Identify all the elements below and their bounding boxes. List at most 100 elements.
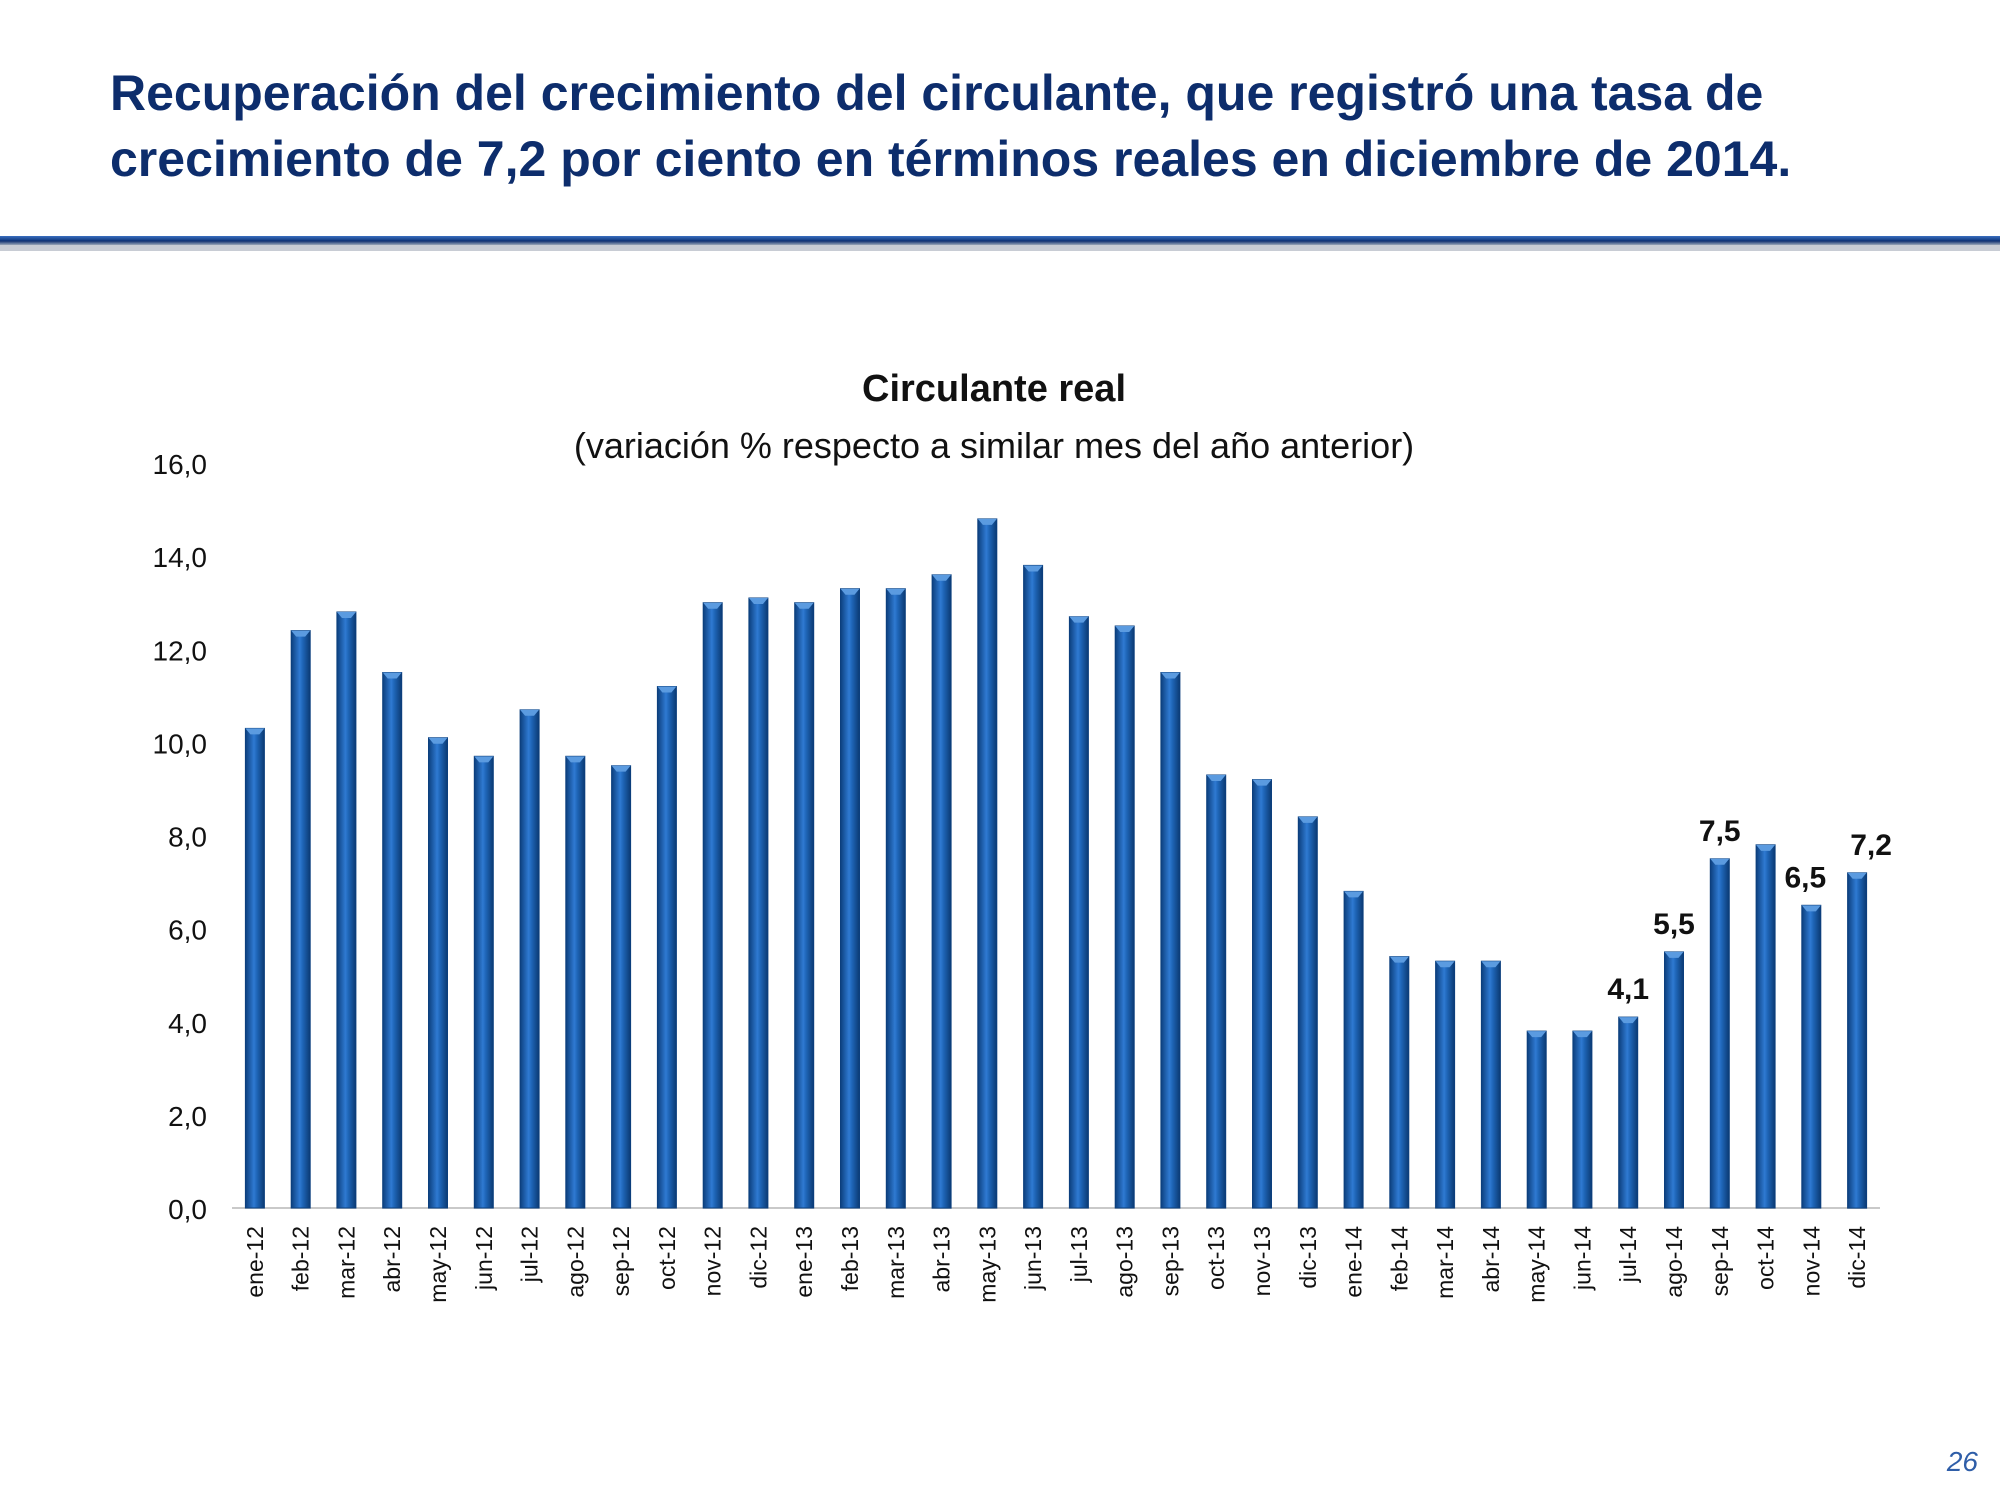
x-tick-label: feb-12 bbox=[288, 1226, 314, 1291]
y-tick-label: 6,0 bbox=[168, 915, 207, 946]
bar-top-bevel bbox=[1252, 779, 1272, 786]
x-tick-label: jul-14 bbox=[1615, 1226, 1641, 1283]
bar-top-bevel bbox=[657, 686, 677, 693]
bar-top-bevel bbox=[703, 602, 723, 609]
bar-top-bevel bbox=[886, 588, 906, 595]
bar-top-bevel bbox=[1572, 1031, 1592, 1038]
x-tick-label: abr-14 bbox=[1478, 1226, 1504, 1293]
bar-group bbox=[1068, 616, 1089, 1209]
chart-title: Circulante real bbox=[862, 368, 1126, 410]
bar bbox=[1847, 872, 1868, 1209]
bar bbox=[931, 574, 952, 1209]
bar-top-bevel bbox=[245, 728, 265, 735]
x-tick-label: feb-14 bbox=[1386, 1226, 1412, 1291]
x-tick-label: sep-13 bbox=[1157, 1226, 1183, 1296]
x-tick-label: dic-13 bbox=[1295, 1226, 1321, 1289]
bar-group bbox=[1618, 1016, 1639, 1209]
bar-top-bevel bbox=[1160, 672, 1180, 679]
bar-group bbox=[656, 686, 677, 1209]
bar-top-bevel bbox=[1756, 844, 1776, 851]
bar bbox=[382, 672, 403, 1209]
bar-group bbox=[1114, 625, 1135, 1209]
data-label: 7,5 bbox=[1699, 815, 1741, 848]
bar-group bbox=[1252, 779, 1272, 1209]
bar-top-bevel bbox=[565, 756, 585, 763]
x-tick-label: jul-13 bbox=[1066, 1226, 1092, 1283]
bar-top-bevel bbox=[1206, 774, 1226, 781]
bar bbox=[565, 755, 586, 1209]
bar-top-bevel bbox=[611, 765, 631, 772]
bar-group bbox=[1206, 774, 1227, 1209]
bar-group bbox=[977, 518, 998, 1209]
x-tick-label: oct-12 bbox=[654, 1226, 680, 1290]
bar bbox=[1343, 890, 1364, 1209]
bar-group bbox=[611, 765, 632, 1209]
x-tick-label: ene-12 bbox=[242, 1226, 268, 1298]
bar-top-bevel bbox=[1664, 951, 1684, 958]
bar-top-bevel bbox=[1481, 961, 1501, 968]
bar-top-bevel bbox=[1710, 858, 1730, 865]
bar-group bbox=[244, 727, 265, 1209]
bar-group bbox=[428, 737, 448, 1209]
y-axis: 0,0 2,0 4,0 6,0 8,0 10,0 12,0 14,0 16,0 bbox=[153, 449, 1880, 1225]
bar-top-bevel bbox=[474, 756, 494, 763]
y-tick-label: 4,0 bbox=[168, 1008, 207, 1039]
bar-top-bevel bbox=[748, 598, 768, 605]
data-label: 7,2 bbox=[1850, 829, 1892, 862]
bar-top-bevel bbox=[336, 612, 356, 618]
bar-top-bevel bbox=[428, 737, 448, 744]
x-tick-label: mar-14 bbox=[1432, 1226, 1458, 1299]
bar-group bbox=[1526, 1030, 1547, 1209]
bar-group bbox=[840, 588, 860, 1209]
bar bbox=[519, 709, 540, 1209]
bar-group bbox=[1801, 904, 1822, 1209]
x-tick-label: ago-12 bbox=[562, 1226, 588, 1298]
bar bbox=[290, 630, 311, 1209]
data-label: 5,5 bbox=[1653, 908, 1695, 941]
y-tick-label: 2,0 bbox=[168, 1101, 207, 1132]
page-number: 26 bbox=[1946, 1446, 1978, 1477]
x-tick-label: sep-12 bbox=[608, 1226, 634, 1296]
x-tick-label: abr-12 bbox=[379, 1226, 405, 1292]
bar-top-bevel bbox=[1023, 565, 1043, 572]
x-tick-label: may-14 bbox=[1524, 1226, 1550, 1303]
bar-top-bevel bbox=[1115, 625, 1135, 632]
bar bbox=[885, 588, 906, 1209]
x-tick-label: jun-14 bbox=[1569, 1226, 1595, 1291]
bar-group bbox=[1297, 816, 1318, 1209]
bar bbox=[1160, 672, 1181, 1209]
bar-top-bevel bbox=[1344, 891, 1364, 898]
bar-top-bevel bbox=[977, 518, 997, 525]
bar bbox=[1709, 858, 1730, 1209]
bar bbox=[1023, 564, 1044, 1209]
x-tick-label: oct-14 bbox=[1753, 1226, 1779, 1290]
y-tick-label: 14,0 bbox=[153, 542, 208, 573]
bar bbox=[244, 727, 265, 1209]
x-tick-label: ago-13 bbox=[1112, 1226, 1138, 1298]
slide-title: Recuperación del crecimiento del circula… bbox=[110, 60, 1990, 192]
bar-top-bevel bbox=[840, 588, 860, 595]
bar-top-bevel bbox=[932, 574, 952, 581]
bar-top-bevel bbox=[1069, 616, 1089, 623]
bar-group bbox=[1435, 960, 1456, 1209]
bar bbox=[702, 602, 723, 1209]
bar-group bbox=[1343, 890, 1364, 1209]
y-tick-label: 16,0 bbox=[153, 449, 208, 480]
bar-top-bevel bbox=[794, 602, 814, 609]
bar bbox=[1389, 956, 1410, 1209]
x-tick-label: ene-13 bbox=[791, 1226, 817, 1298]
x-tick-label: dic-14 bbox=[1844, 1226, 1870, 1289]
bar bbox=[1526, 1030, 1547, 1209]
bar-group bbox=[565, 755, 586, 1209]
bar bbox=[473, 755, 494, 1209]
y-tick-label: 8,0 bbox=[168, 822, 207, 853]
bar-top-bevel bbox=[1435, 961, 1455, 968]
bar bbox=[1068, 616, 1089, 1209]
bar bbox=[1801, 904, 1822, 1209]
x-tick-label: sep-14 bbox=[1707, 1226, 1733, 1297]
x-tick-label: nov-13 bbox=[1249, 1226, 1275, 1296]
bar-group bbox=[1160, 672, 1181, 1209]
x-tick-label: jun-12 bbox=[471, 1226, 497, 1291]
x-tick-label: jul-12 bbox=[517, 1226, 543, 1283]
bar-group bbox=[885, 588, 906, 1209]
